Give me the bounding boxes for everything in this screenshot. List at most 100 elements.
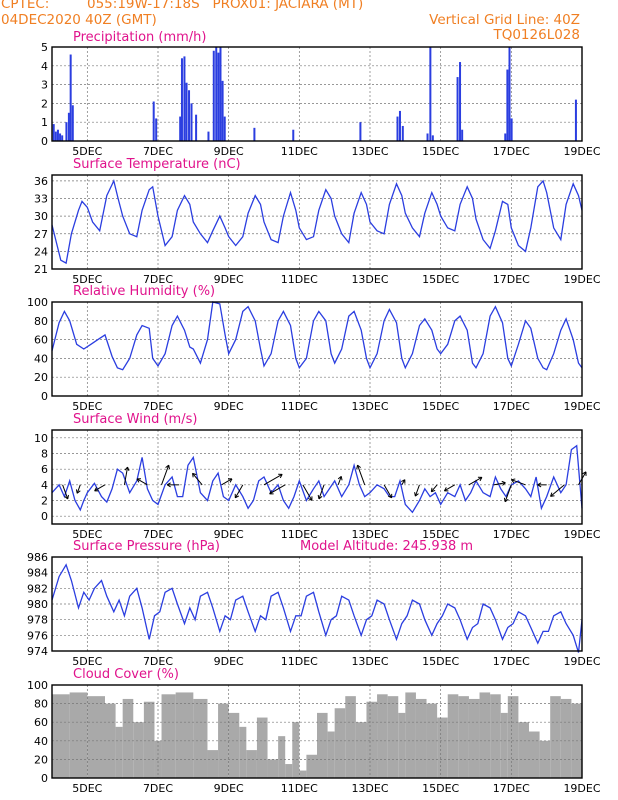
x-tick-label: 5DEC	[72, 655, 102, 668]
cloud-bar	[345, 696, 356, 778]
cloud-bar	[143, 701, 155, 778]
cloud-bar	[317, 712, 328, 778]
wind-arrow	[493, 482, 506, 486]
cloud-bar	[292, 722, 300, 778]
y-tick-label: 60	[34, 334, 48, 347]
wind-arrow-head	[356, 465, 359, 470]
wind-arrow-head	[127, 466, 130, 472]
series-line	[51, 444, 583, 514]
wind-arrow-head	[537, 482, 542, 486]
precip-bar	[185, 82, 188, 141]
precip-bar	[212, 50, 215, 142]
wind-arrow	[383, 484, 393, 499]
panel-title: Surface Pressure (hPa)	[73, 539, 220, 554]
panel-1: 5DEC 7DEC 9DEC 11DEC 13DEC 15DEC 17DEC 19DEC 0 1 2…	[41, 30, 601, 158]
cloud-bar	[87, 696, 105, 778]
cloud-bar	[69, 692, 88, 778]
wind-arrow-head	[431, 489, 436, 493]
y-tick-label: 1	[41, 116, 48, 129]
y-tick-label: 0	[41, 135, 48, 148]
precip-bar	[52, 124, 55, 141]
x-tick-label: 5DEC	[72, 273, 102, 286]
precip-bar	[508, 47, 511, 141]
y-tick-label: 33	[34, 193, 48, 206]
wind-arrow-head	[67, 494, 69, 500]
y-tick-label: 982	[27, 582, 48, 595]
cloud-bar	[377, 694, 388, 778]
x-tick-label: 9DEC	[214, 528, 244, 541]
cloud-bar	[550, 696, 561, 778]
x-tick-label: 11DEC	[281, 400, 318, 413]
y-tick-label: 0	[41, 390, 48, 403]
wind-arrow-head	[501, 480, 506, 484]
wind-arrow-head	[414, 492, 416, 497]
x-tick-label: 11DEC	[281, 145, 318, 158]
cloud-bar	[490, 694, 501, 778]
cloud-bar	[161, 694, 176, 778]
wind-arrow-head	[235, 495, 240, 499]
x-tick-label: 9DEC	[214, 782, 244, 795]
wind-arrow-head	[64, 496, 69, 500]
y-tick-label: 6	[41, 463, 48, 476]
precip-bar	[504, 133, 507, 141]
x-tick-label: 17DEC	[493, 273, 530, 286]
precip-bar	[183, 56, 186, 141]
wind-arrow-head	[75, 489, 78, 494]
cloud-bar	[133, 722, 144, 778]
x-tick-label: 15DEC	[422, 782, 459, 795]
precip-bar	[506, 69, 509, 141]
precip-bar	[429, 47, 432, 141]
wind-arrow	[263, 473, 283, 486]
precip-bar	[426, 133, 429, 141]
x-tick-label: 7DEC	[143, 145, 173, 158]
x-tick-label: 5DEC	[72, 400, 102, 413]
y-tick-label: 21	[34, 263, 48, 276]
wind-arrow-head	[279, 474, 283, 479]
precip-bar	[398, 110, 401, 141]
x-tick-label: 15DEC	[422, 273, 459, 286]
precip-bar	[574, 99, 577, 141]
precip-bar	[221, 80, 224, 141]
y-tick-label: 976	[27, 629, 48, 642]
cloud-bar	[447, 694, 459, 778]
wind-arrow-head	[510, 479, 515, 484]
wind-arrow	[221, 478, 233, 486]
precip-bar	[188, 90, 191, 141]
cloud-bar	[122, 698, 134, 778]
y-tick-label: 20	[34, 371, 48, 384]
wind-arrow	[234, 484, 244, 499]
wind-arrow-head	[550, 492, 553, 497]
cloud-bar	[299, 770, 307, 778]
precip-bar	[396, 116, 399, 141]
panel-frame	[51, 429, 583, 525]
y-tick-label: 974	[27, 645, 48, 658]
cloud-bar	[479, 692, 491, 778]
y-tick-label: 4	[41, 60, 48, 73]
cloud-bar	[207, 750, 219, 778]
y-tick-label: 80	[34, 698, 48, 711]
series-line	[51, 178, 583, 265]
wind-arrow-head	[415, 493, 419, 497]
x-tick-label: 13DEC	[351, 655, 388, 668]
y-tick-label: 100	[27, 296, 48, 309]
wind-arrow-head	[136, 478, 140, 483]
series-line	[51, 301, 583, 371]
wind-arrow	[192, 473, 203, 486]
wind-arrow	[511, 479, 526, 486]
y-tick-label: 8	[41, 448, 48, 461]
precip-bar	[219, 47, 222, 141]
wind-arrow	[430, 484, 438, 493]
precip-bar	[69, 54, 72, 141]
x-tick-label: 9DEC	[214, 145, 244, 158]
wind-arrow-head	[166, 484, 171, 488]
precip-bar	[155, 118, 158, 141]
run-id-label: TQ0126L028	[493, 27, 580, 43]
cloud-bar	[218, 703, 229, 778]
x-tick-label: 7DEC	[143, 528, 173, 541]
x-tick-label: 5DEC	[72, 145, 102, 158]
wind-arrow	[337, 476, 342, 486]
wind-arrow-head	[308, 498, 313, 501]
wind-arrow-head	[166, 482, 171, 486]
y-tick-label: 24	[34, 245, 48, 258]
y-tick-label: 980	[27, 598, 48, 611]
